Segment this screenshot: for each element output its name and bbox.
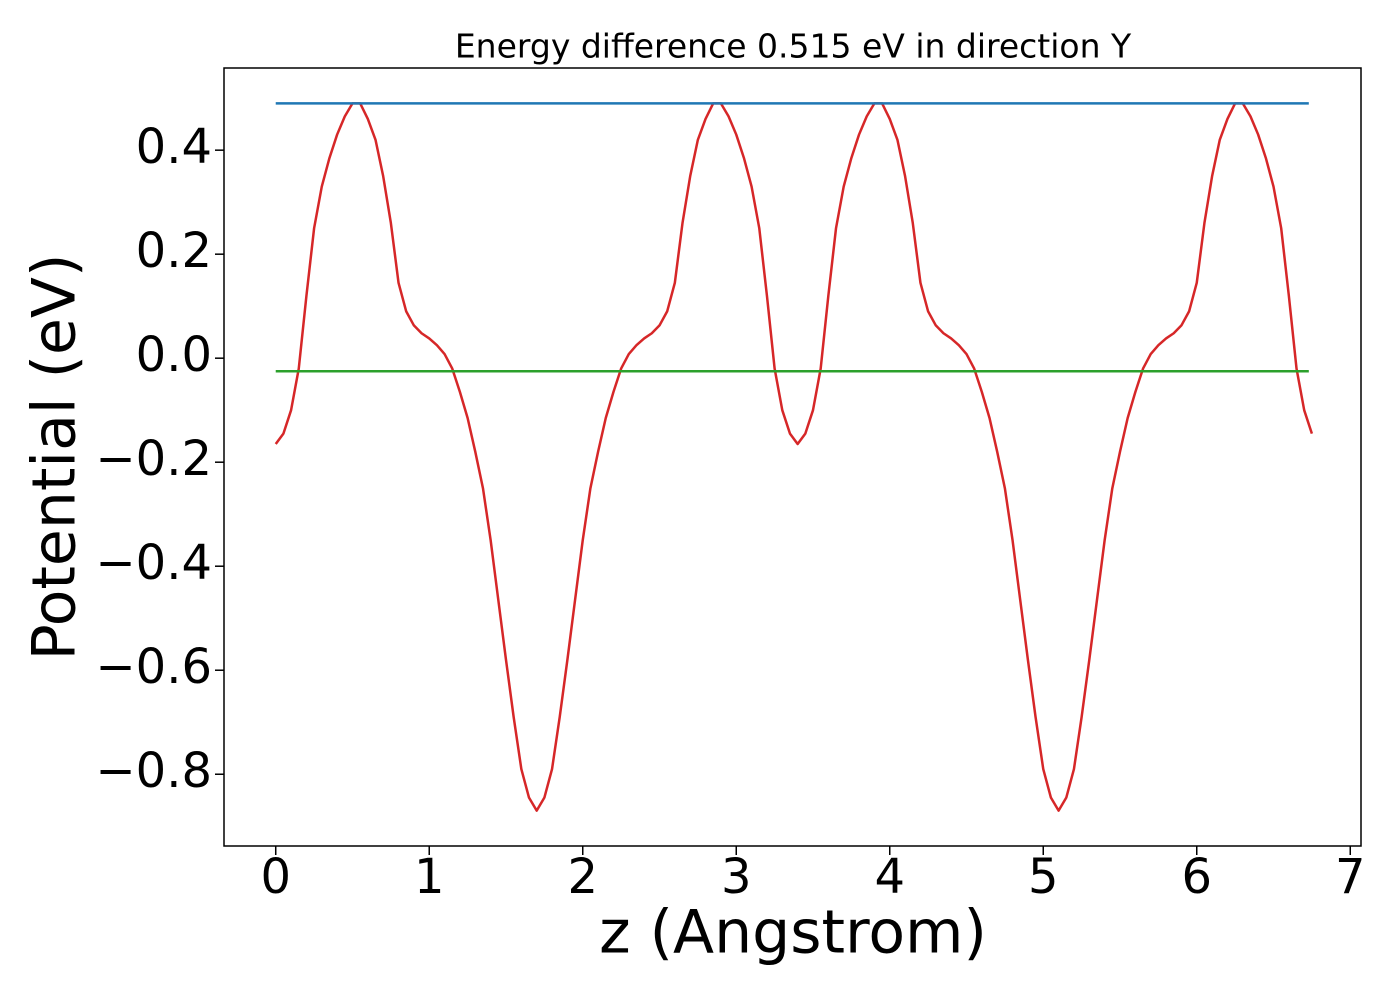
y-tick-label: −0.4 [95, 535, 212, 591]
series-line [274, 102, 1314, 812]
x-tick-label: 6 [1181, 849, 1212, 905]
x-tick-label: 7 [1335, 849, 1366, 905]
chart-title: Energy difference 0.515 eV in direction … [455, 27, 1132, 66]
plot-frame [223, 67, 1362, 847]
x-tick-label: 4 [874, 849, 905, 905]
y-tick-label: −0.6 [95, 639, 212, 695]
y-tick-label: 0.2 [136, 223, 212, 279]
x-tick-label: 0 [260, 849, 291, 905]
x-axis-label: z (Angstrom) [599, 898, 987, 968]
x-tick-label: 2 [567, 849, 598, 905]
x-tick-label: 3 [721, 849, 752, 905]
x-tick-label: 1 [414, 849, 445, 905]
y-tick-label: −0.2 [95, 431, 212, 487]
y-axis-label: Potential (eV) [20, 254, 90, 661]
y-tick-label: −0.8 [95, 743, 212, 799]
x-tick-label: 5 [1028, 849, 1059, 905]
y-tick-label: 0.4 [136, 119, 212, 175]
y-tick-label: 0.0 [136, 327, 212, 383]
